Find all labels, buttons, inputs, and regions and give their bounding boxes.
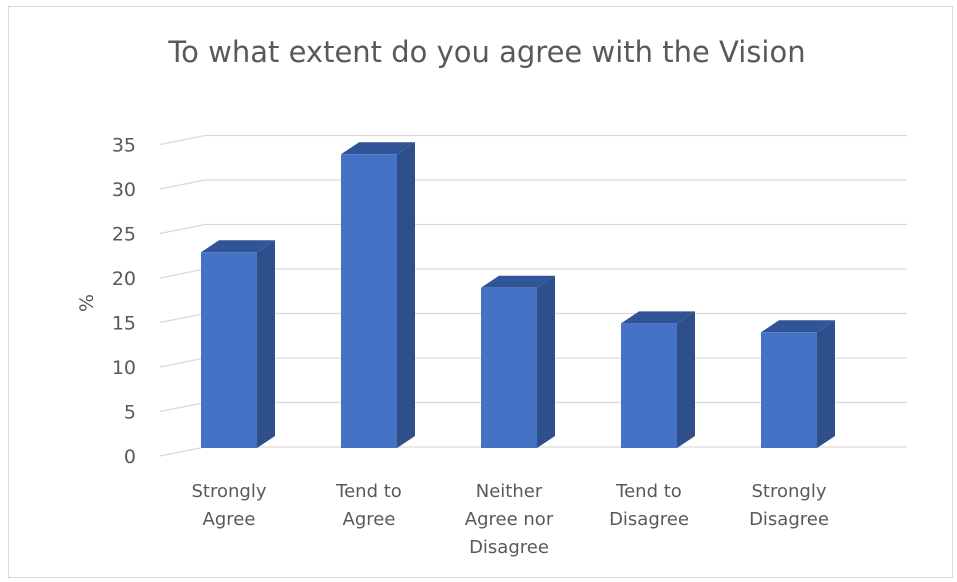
- y-tick-label-10: 10: [112, 357, 136, 379]
- x-category-label-5: Strongly Disagree: [749, 481, 829, 530]
- bar-top: [341, 142, 415, 155]
- x-category-label-3: Neither Agree nor Disagree: [465, 481, 554, 558]
- y-axis-ticks: 0 5 10 15 20 25 30 35: [112, 135, 136, 469]
- y-tick-label-35: 35: [112, 135, 136, 157]
- gridline-30: [159, 179, 907, 190]
- chart-frame: [8, 6, 953, 578]
- bar-2: [341, 142, 415, 449]
- x-category-label-4: Tend to Disagree: [609, 481, 689, 530]
- bar-3: [481, 275, 555, 448]
- chart-title: To what extent do you agree with the Vis…: [167, 35, 805, 69]
- bar-top: [481, 275, 555, 288]
- y-axis-label: %: [76, 294, 98, 312]
- gridline-25: [159, 223, 907, 235]
- bar-front: [621, 323, 677, 448]
- bar-1: [201, 240, 275, 448]
- x-axis-categories: Strongly Agree Tend to Agree Neither Agree no…: [192, 481, 829, 558]
- bar-side: [817, 320, 835, 448]
- gridline-35: [159, 134, 907, 146]
- bar-5: [761, 320, 835, 448]
- bar-side: [257, 240, 275, 448]
- y-tick-label-30: 30: [112, 179, 136, 201]
- x-category-label-1: Strongly Agree: [192, 481, 267, 530]
- y-tick-label-0: 0: [124, 446, 136, 468]
- y-tick-label-5: 5: [124, 402, 136, 424]
- bar-front: [481, 287, 537, 448]
- y-tick-label-15: 15: [112, 313, 136, 335]
- bar-top: [201, 240, 275, 253]
- bar-front: [201, 252, 257, 448]
- bar-top: [761, 320, 835, 333]
- x-category-label-2: Tend to Agree: [335, 481, 402, 530]
- y-tick-label-25: 25: [112, 224, 136, 246]
- bar-side: [537, 275, 555, 448]
- bar-side: [677, 311, 695, 448]
- bar-4: [621, 311, 695, 448]
- bar-side: [397, 142, 415, 449]
- bar-front: [761, 332, 817, 448]
- y-tick-label-20: 20: [112, 268, 136, 290]
- bar-top: [621, 311, 695, 324]
- bar-front: [341, 154, 397, 449]
- gridline-0: [159, 446, 907, 457]
- bars: [201, 142, 835, 449]
